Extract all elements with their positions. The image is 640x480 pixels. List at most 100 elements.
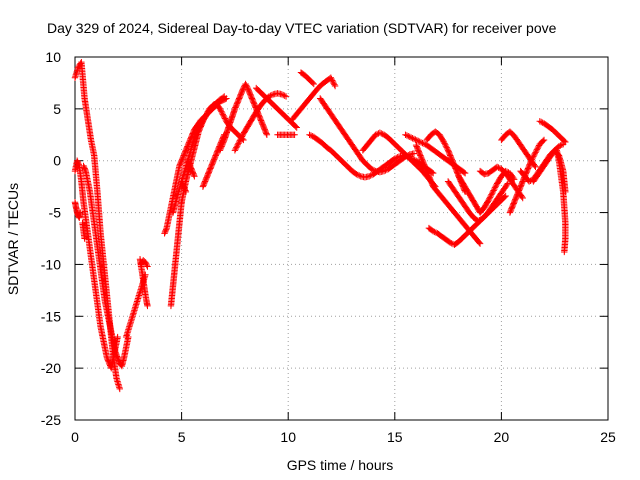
data-point <box>391 155 398 162</box>
data-point <box>220 112 227 119</box>
data-point <box>191 173 198 180</box>
data-point <box>533 146 541 153</box>
data-point <box>367 172 374 179</box>
data-point <box>518 193 526 201</box>
data-point <box>555 142 563 150</box>
plot-frame <box>74 56 609 421</box>
data-point <box>263 130 270 137</box>
y-axis-label: SDTVAR / TECUs <box>5 183 21 295</box>
chart-title: Day 329 of 2024, Sidereal Day-to-day VTE… <box>47 20 557 36</box>
data-point <box>233 142 241 150</box>
data-point <box>368 165 375 173</box>
data-point <box>369 166 376 173</box>
data-point <box>491 185 498 193</box>
data-point <box>291 131 298 138</box>
data-point <box>476 216 483 224</box>
data-point <box>532 149 539 156</box>
data-point <box>493 163 501 171</box>
data-point <box>219 94 227 101</box>
data-point <box>263 131 271 138</box>
data-point <box>429 228 437 235</box>
data-point <box>440 138 448 146</box>
grid-layer <box>75 57 608 420</box>
data-point <box>419 139 426 147</box>
data-point <box>416 138 423 145</box>
data-point <box>373 130 381 138</box>
data-point <box>268 91 276 99</box>
data-point <box>354 171 362 179</box>
data-point <box>530 151 538 159</box>
data-point <box>306 131 313 138</box>
data-point <box>242 80 249 88</box>
data-point <box>413 137 421 144</box>
axes-layer: 0 5 10 15 20 25 -25 -20 -15 -10 -5 0 5 10 <box>41 49 616 445</box>
data-point <box>77 209 84 216</box>
data-point <box>204 108 212 115</box>
data-point <box>488 191 495 198</box>
data-point <box>219 111 227 118</box>
data-point <box>232 145 239 153</box>
data-point <box>216 105 224 113</box>
data-point <box>441 140 448 147</box>
data-point <box>144 302 151 310</box>
data-point <box>329 77 336 84</box>
data-point <box>307 132 315 139</box>
data-point <box>199 119 206 126</box>
data-point <box>487 192 494 200</box>
data-point <box>221 115 229 122</box>
data-point <box>536 118 543 125</box>
data-point <box>409 135 416 142</box>
data-point <box>527 158 534 166</box>
data-point <box>356 172 363 179</box>
data-point <box>382 167 389 174</box>
y-tick-label: -10 <box>41 256 61 272</box>
data-point <box>539 137 547 145</box>
data-point <box>235 138 243 146</box>
data-point <box>501 193 508 201</box>
data-point <box>202 112 209 119</box>
data-point <box>282 93 290 100</box>
data-point <box>540 136 548 144</box>
data-point <box>486 194 494 201</box>
data-point <box>380 167 388 175</box>
data-point <box>190 171 198 179</box>
data-point <box>402 131 409 138</box>
data-point <box>410 135 418 143</box>
points-layer <box>71 58 569 393</box>
data-point <box>182 187 189 194</box>
data-point <box>233 144 240 151</box>
data-point <box>238 134 245 142</box>
data-point <box>366 173 373 180</box>
data-point <box>443 144 450 151</box>
data-point <box>431 228 438 236</box>
data-point <box>372 131 379 138</box>
y-tick-label: -5 <box>49 205 62 221</box>
data-point <box>528 156 536 163</box>
data-point <box>234 141 241 149</box>
data-point <box>330 80 337 87</box>
data-point <box>406 133 413 141</box>
data-point <box>415 137 422 145</box>
data-point <box>476 239 483 246</box>
data-point <box>488 190 496 197</box>
data-point <box>410 150 418 157</box>
data-point <box>75 161 82 168</box>
y-tick-label: -20 <box>41 360 61 376</box>
data-point <box>235 140 242 147</box>
x-axis-label: GPS time / hours <box>287 457 394 473</box>
data-point <box>393 154 400 162</box>
data-point <box>309 79 316 87</box>
data-point <box>81 166 89 173</box>
data-point <box>491 184 499 191</box>
data-point <box>486 195 493 202</box>
x-tick-label: 20 <box>494 429 510 445</box>
data-point <box>558 141 566 149</box>
data-point <box>495 164 502 171</box>
data-point <box>331 82 339 90</box>
y-tick-label: 10 <box>45 49 61 65</box>
data-point <box>292 123 299 130</box>
data-point <box>447 239 454 246</box>
data-point <box>218 109 226 117</box>
data-point <box>460 169 468 176</box>
